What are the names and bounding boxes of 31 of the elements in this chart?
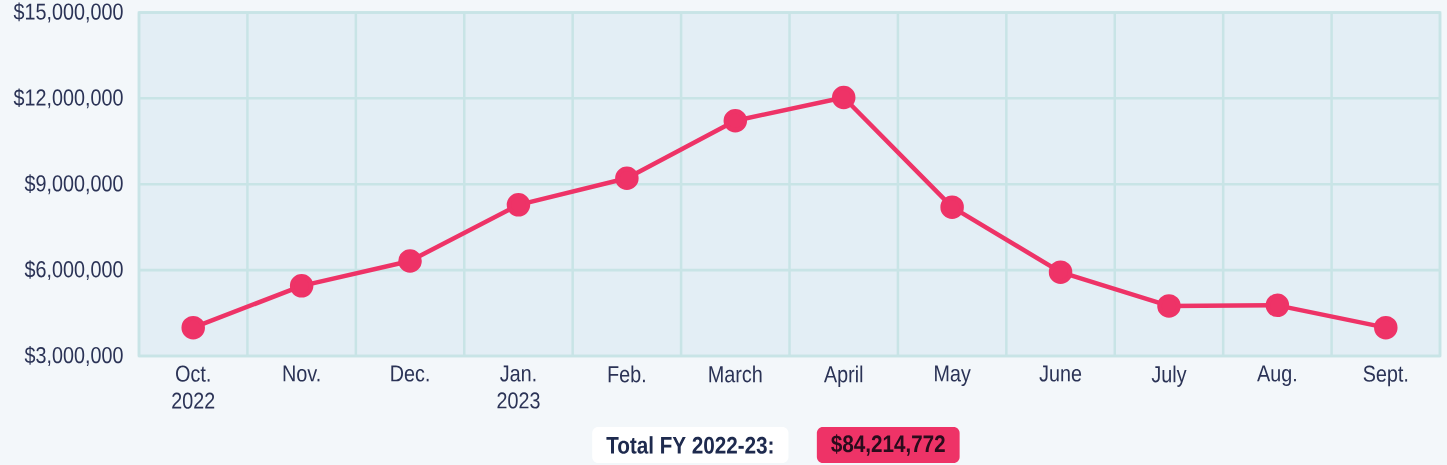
x-tick-label: Oct. 2022 xyxy=(172,365,215,409)
point xyxy=(940,195,964,219)
text: $84,214,772 xyxy=(831,434,945,456)
y-tick-label: $15,000,000 xyxy=(13,2,123,23)
point xyxy=(1374,315,1398,340)
x-tick-label: April xyxy=(823,365,863,387)
point xyxy=(506,193,531,217)
y-tick-label: $6,000,000 xyxy=(24,260,123,281)
x-tick-label: June xyxy=(1039,365,1082,382)
point xyxy=(723,108,748,133)
x-tick-label: Sept. xyxy=(1363,365,1408,387)
x-tick-label: May xyxy=(935,365,971,387)
x-tick-label: Aug. xyxy=(1257,365,1296,387)
point xyxy=(1048,260,1073,284)
point xyxy=(1265,293,1290,318)
x-tick-label: Nov. xyxy=(283,365,320,382)
y-tick-label: $9,000,000 xyxy=(24,174,123,195)
point xyxy=(181,315,205,340)
x-tick-label: Jan. 2023 xyxy=(497,365,540,409)
point xyxy=(289,274,314,298)
x-tick-label: Feb. xyxy=(608,365,645,383)
text: Total FY 2022-23: xyxy=(606,436,773,454)
y-tick-label: $12,000,000 xyxy=(13,88,123,109)
x-tick-label: Dec. xyxy=(391,365,429,382)
y-tick-label: $3,000,000 xyxy=(24,346,123,366)
point xyxy=(831,85,856,110)
point xyxy=(398,249,422,273)
point xyxy=(615,166,639,190)
x-tick-label: July xyxy=(1151,365,1187,387)
x-tick-label: March xyxy=(709,365,762,383)
point xyxy=(1157,294,1181,318)
